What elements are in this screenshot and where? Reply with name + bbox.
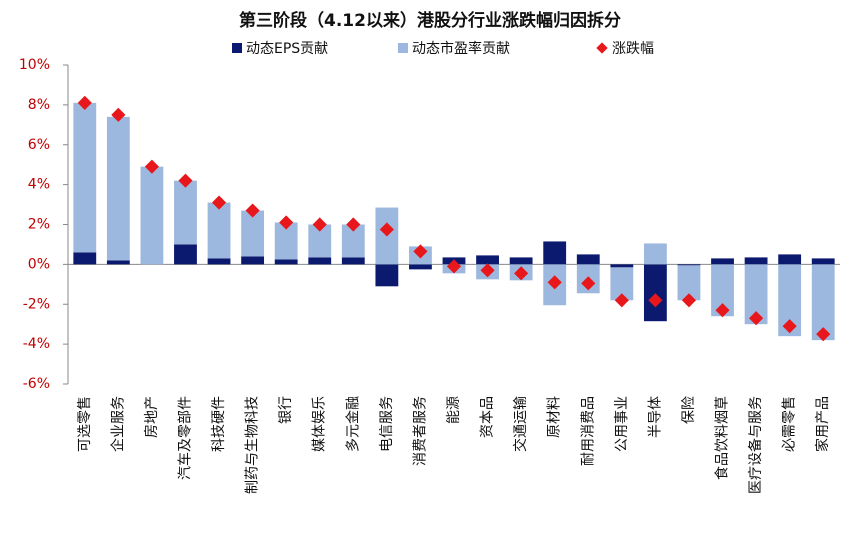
chart-title: 第三阶段（4.12以来）港股分行业涨跌幅归因拆分 xyxy=(239,10,621,31)
marker xyxy=(681,293,697,308)
marker xyxy=(379,222,394,237)
marker xyxy=(547,275,562,290)
y-tick-label: 10% xyxy=(19,57,50,73)
bar xyxy=(140,166,164,265)
y-tick-label: -6% xyxy=(23,376,50,392)
x-tick-label: 可选零售 xyxy=(77,396,93,452)
bar xyxy=(341,257,365,265)
x-tick-label: 食品饮料烟草 xyxy=(714,396,731,480)
bar xyxy=(476,255,499,265)
legend-swatch xyxy=(232,43,242,53)
bar xyxy=(106,260,130,265)
legend-swatch xyxy=(398,43,408,53)
legend-label: 动态市盈率贡献 xyxy=(412,40,510,57)
y-tick-label: 4% xyxy=(28,177,50,193)
x-tick-label: 银行 xyxy=(278,396,294,424)
x-tick-label: 家用产品 xyxy=(814,396,831,452)
x-tick-label: 半导体 xyxy=(647,396,663,438)
x-tick-label: 媒体娱乐 xyxy=(312,396,328,452)
x-tick-label: 科技硬件 xyxy=(211,396,227,452)
marker xyxy=(211,195,227,210)
bar xyxy=(274,222,298,260)
bar xyxy=(375,264,399,287)
bar xyxy=(811,258,835,265)
bar xyxy=(811,264,835,341)
x-tick-label: 交通运输 xyxy=(512,396,529,452)
marker xyxy=(245,203,260,218)
bar xyxy=(73,102,97,253)
x-tick-label: 企业服务 xyxy=(109,396,126,452)
marker xyxy=(279,215,294,230)
bar xyxy=(241,210,265,257)
bar xyxy=(308,257,332,265)
marker xyxy=(446,259,462,274)
marker xyxy=(816,327,831,342)
x-tick-label: 电信服务 xyxy=(379,396,395,452)
x-tick-label: 公用事业 xyxy=(614,396,630,452)
x-tick-label: 原材料 xyxy=(547,396,563,438)
marker xyxy=(614,293,629,308)
bar xyxy=(576,254,600,265)
marker xyxy=(782,319,797,334)
marker xyxy=(715,303,730,318)
marker xyxy=(648,293,663,308)
legend-label: 动态EPS贡献 xyxy=(246,41,328,57)
marker xyxy=(749,311,764,326)
legend-swatch xyxy=(596,42,608,54)
marker xyxy=(581,276,596,291)
x-tick-label: 多元金融 xyxy=(344,396,361,452)
bar xyxy=(174,244,197,265)
y-tick-label: 2% xyxy=(28,217,50,233)
x-tick-label: 汽车及零部件 xyxy=(176,396,193,480)
bar xyxy=(643,264,667,322)
y-tick-label: -2% xyxy=(23,296,50,312)
bar xyxy=(610,267,634,301)
x-tick-label: 医疗设备与服务 xyxy=(747,396,764,494)
bar xyxy=(744,264,768,325)
x-tick-label: 消费者服务 xyxy=(412,396,428,466)
bar xyxy=(744,257,768,265)
marker xyxy=(144,159,159,174)
bar xyxy=(711,264,734,317)
x-tick-label: 资本品 xyxy=(480,396,496,438)
y-tick-label: 8% xyxy=(28,97,50,113)
bar xyxy=(610,264,634,268)
marker xyxy=(480,263,495,278)
x-tick-label: 能源 xyxy=(446,396,462,424)
x-tick-label: 耐用消费品 xyxy=(580,396,596,466)
bar xyxy=(308,224,332,258)
bar xyxy=(73,252,97,265)
bar xyxy=(711,258,734,265)
bar xyxy=(207,202,231,259)
bar xyxy=(778,264,802,337)
y-tick-label: 0% xyxy=(28,256,50,272)
bar xyxy=(643,243,667,265)
x-tick-label: 制药与生物科技 xyxy=(245,396,261,494)
bar xyxy=(341,224,365,258)
x-tick-label: 保险 xyxy=(681,396,697,424)
y-tick-label: 6% xyxy=(28,137,50,153)
marker xyxy=(346,217,361,232)
marker xyxy=(514,266,529,281)
bar xyxy=(677,265,701,301)
bar xyxy=(274,259,298,265)
bar xyxy=(207,258,231,265)
bar xyxy=(543,241,567,265)
marker xyxy=(178,173,193,188)
bar xyxy=(677,264,701,266)
x-tick-label: 必需零售 xyxy=(782,396,798,452)
marker xyxy=(312,217,327,232)
bar xyxy=(778,254,802,265)
bar xyxy=(409,264,432,270)
x-tick-label: 房地产 xyxy=(144,396,160,438)
bar xyxy=(174,180,197,245)
marker xyxy=(413,244,428,259)
bar xyxy=(509,257,533,265)
bar xyxy=(106,116,130,261)
legend-label: 涨跌幅 xyxy=(612,41,654,57)
bar xyxy=(241,256,265,265)
y-tick-label: -4% xyxy=(23,336,50,352)
